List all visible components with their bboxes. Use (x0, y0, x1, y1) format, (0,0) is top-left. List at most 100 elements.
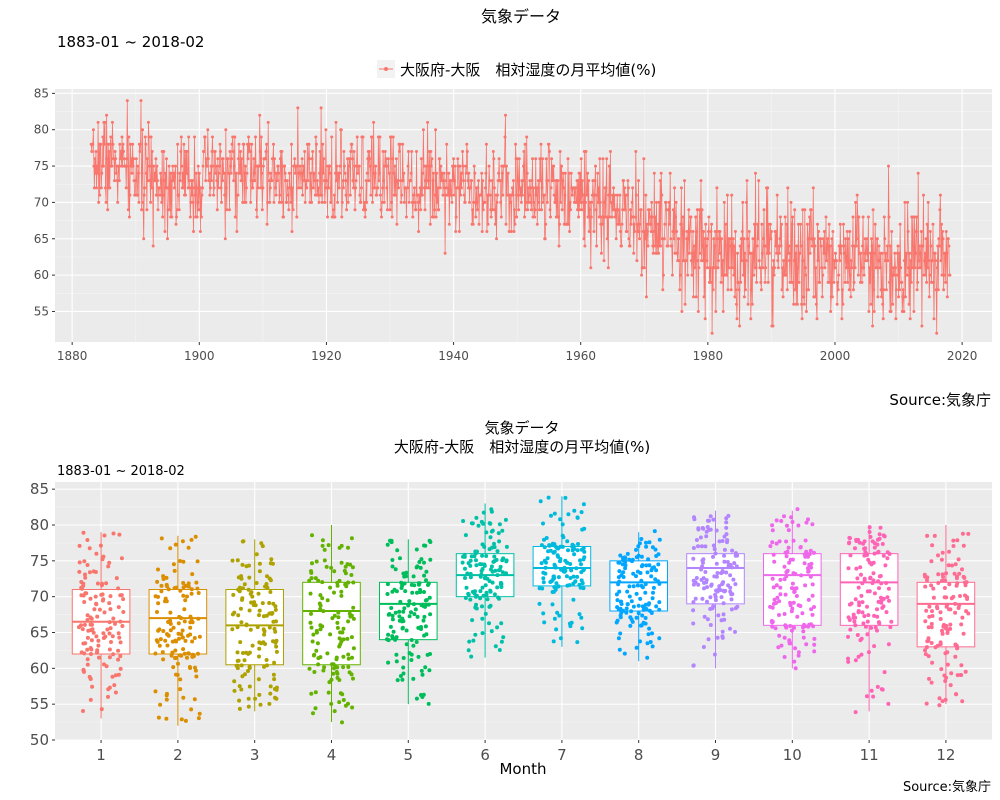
chart2-data-point (343, 571, 348, 576)
chart2-data-point (791, 538, 796, 543)
chart1-data-point (760, 251, 764, 255)
chart1-data-point (804, 273, 808, 277)
chart2-data-point (623, 556, 628, 561)
chart1-data-point (191, 200, 195, 204)
chart2-data-point (272, 677, 277, 682)
chart1-data-point (264, 157, 267, 161)
chart1-data-point (653, 215, 657, 219)
chart1-data-point (467, 171, 471, 175)
chart1-data-point (589, 266, 593, 270)
chart1-data-point (526, 208, 530, 212)
chart2-data-point (641, 607, 646, 612)
chart1-data-point (261, 164, 265, 168)
chart2-data-point (735, 604, 740, 609)
chart2-data-point (636, 544, 641, 549)
chart2-data-point (104, 581, 109, 586)
chart2-data-point (252, 600, 257, 605)
chart1-data-point (417, 230, 421, 233)
chart2-data-point (168, 546, 173, 551)
chart2-data-point (161, 574, 166, 579)
chart2-data-point (232, 688, 237, 693)
chart1-data-point (177, 193, 181, 197)
chart2-data-point (785, 523, 789, 528)
chart1-data-point (314, 135, 318, 139)
chart1-data-point (348, 157, 352, 161)
chart1-data-point (740, 259, 744, 263)
chart2-data-point (925, 533, 930, 538)
chart2-data-point (792, 625, 797, 630)
chart2-data-point (415, 590, 419, 595)
chart1-data-point (870, 244, 874, 248)
chart1-data-point (914, 230, 918, 233)
chart2-data-point (715, 635, 720, 640)
chart2-data-point (156, 594, 160, 599)
chart1-data-point (649, 230, 653, 233)
chart1-data-point (341, 186, 345, 190)
chart1-data-point (513, 222, 517, 226)
chart2-data-point (616, 575, 621, 580)
chart2-data-point (861, 541, 866, 546)
chart1-data-point (599, 251, 603, 255)
chart2-data-point (410, 590, 415, 595)
chart1-data-point (457, 186, 461, 190)
chart2-data-point (97, 607, 102, 612)
chart1-data-point (665, 208, 668, 212)
chart1-data-point (611, 193, 614, 197)
chart1-data-point (603, 200, 606, 204)
chart2-data-point (263, 642, 267, 646)
chart2-data-point (330, 662, 334, 667)
chart2-data-point (700, 596, 705, 601)
chart1-data-point (458, 164, 462, 168)
chart1-data-point (252, 157, 256, 161)
chart1-data-point (529, 200, 533, 204)
chart1-data-point (918, 251, 922, 255)
chart2-data-point (691, 600, 696, 605)
chart2-data-point (341, 626, 346, 631)
chart2-data-point (426, 701, 431, 706)
chart2-data-point (250, 643, 255, 648)
chart2-data-point (853, 597, 858, 602)
chart1-data-point (944, 280, 948, 284)
chart1-data-point (250, 142, 254, 146)
chart1-data-point (845, 266, 849, 270)
chart1-data-point (443, 251, 447, 255)
chart1-data-point (176, 142, 180, 146)
chart1-data-point (813, 295, 817, 299)
chart2-data-point (254, 552, 259, 557)
chart2-data-point (240, 562, 245, 567)
chart1-data-point (704, 222, 708, 226)
chart2-data-point (639, 623, 643, 628)
chart2-data-point (638, 639, 642, 644)
chart1-data-point (460, 186, 463, 190)
chart2-data-point (388, 624, 393, 629)
chart2-data-point (955, 581, 960, 586)
chart2-data-point (567, 583, 572, 588)
chart1-data-point (237, 157, 240, 161)
chart1-data-point (128, 193, 132, 197)
chart2-data-point (770, 576, 775, 581)
chart2-data-point (351, 676, 355, 681)
chart2-data-point (724, 525, 729, 530)
chart1-data-point (225, 208, 229, 212)
chart2-data-point (864, 694, 869, 699)
chart2-data-point (190, 620, 195, 625)
chart1-data-point (93, 157, 97, 161)
chart1-data-point (733, 230, 737, 233)
chart2-data-point (923, 619, 928, 624)
chart2-data-point (853, 710, 858, 715)
chart2-data-point (404, 628, 409, 633)
chart1-data-point (379, 193, 382, 197)
chart1-data-point (902, 310, 906, 313)
chart1-data-point (638, 222, 642, 226)
chart1-data-point (291, 186, 294, 190)
chart2-data-point (155, 579, 160, 584)
chart2-data-point (953, 654, 958, 659)
chart1-data-point (165, 157, 168, 161)
chart1-data-point (301, 171, 305, 175)
chart1-data-point (724, 222, 728, 226)
chart2-data-point (552, 616, 557, 621)
chart1-data-point (244, 186, 248, 190)
chart1-data-point (889, 310, 893, 313)
chart2-data-point (930, 609, 934, 614)
chart2-data-point (806, 552, 811, 557)
